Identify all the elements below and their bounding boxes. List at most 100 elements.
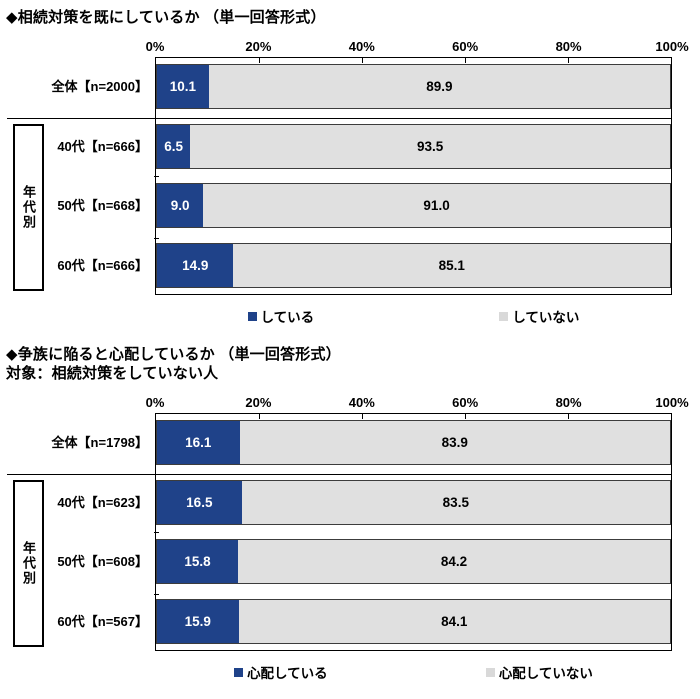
x-axis-tick-label: 20% [245, 395, 272, 410]
axis-tick-mark [362, 414, 363, 419]
value-label-yes: 10.1 [169, 79, 197, 94]
x-axis-tick-label: 100% [655, 39, 689, 54]
axis-tick-mark [465, 414, 466, 419]
bar-row-40s: 40代【n=666】 6.5 93.5 [57, 124, 671, 169]
bar-row-40s: 40代【n=623】 16.5 83.5 [57, 480, 671, 525]
x-axis-tick-label: 80% [555, 39, 582, 54]
legend-item-yes: 心配している [234, 662, 328, 682]
bar-segment-no: 83.9 [239, 421, 670, 464]
bar-track: 9.0 91.0 [156, 183, 671, 228]
value-label-no: 84.2 [440, 554, 468, 569]
x-axis-tick-label: 0% [145, 39, 165, 54]
x-axis-tick-label: 80% [555, 395, 582, 410]
axis-tick-mark [568, 414, 569, 419]
legend-swatch-gray-icon [485, 667, 495, 677]
x-axis-tick-label: 60% [452, 395, 479, 410]
age-group-label: 年代別 [21, 185, 36, 230]
bar-segment-no: 84.1 [238, 600, 670, 643]
chart-subtitle: 対象：相続対策をしていない人 [6, 365, 219, 382]
bar-segment-no: 89.9 [208, 65, 670, 108]
age-group-bracket: 年代別 [13, 480, 44, 647]
bar-segment-yes: 14.9 [157, 244, 234, 287]
bar-segment-no: 83.5 [241, 481, 670, 524]
value-label-yes: 16.5 [186, 495, 213, 510]
bar-track: 6.5 93.5 [156, 124, 671, 169]
value-label-no: 89.9 [426, 79, 453, 94]
value-label-yes: 9.0 [170, 198, 190, 213]
bar-segment-yes: 16.5 [157, 481, 242, 524]
bar-segment-yes: 6.5 [157, 125, 191, 168]
x-axis-tick-label: 0% [145, 395, 165, 410]
value-label-yes: 14.9 [182, 258, 209, 273]
chart-title: ◆相続対策を既にしているか （単一回答形式） [6, 9, 326, 26]
category-label: 60代【n=567】 [57, 614, 148, 629]
axis-tick-mark [259, 58, 260, 63]
age-group-label: 年代別 [21, 541, 36, 586]
legend: している していない [155, 306, 672, 326]
value-label-yes: 15.9 [184, 614, 211, 629]
bar-segment-no: 91.0 [203, 184, 670, 227]
x-axis-tick-label: 20% [245, 39, 272, 54]
axis-tick-mark [568, 58, 569, 63]
bar-row-60s: 60代【n=567】 15.9 84.1 [57, 599, 671, 644]
legend-swatch-blue-icon [234, 667, 244, 677]
value-label-no: 84.1 [441, 614, 468, 629]
legend: 心配している 心配していない [155, 662, 672, 682]
x-axis-tick-label: 60% [452, 39, 479, 54]
category-label: 60代【n=666】 [57, 258, 148, 273]
chart-title: ◆争族に陥ると心配しているか （単一回答形式） [6, 346, 341, 363]
legend-label-no: していない [512, 310, 580, 325]
category-tick-mark [154, 532, 159, 533]
bar-track: 15.9 84.1 [156, 599, 671, 644]
legend-label-yes: している [260, 310, 315, 325]
category-tick-mark [154, 594, 159, 595]
category-tick-mark [154, 176, 159, 177]
plot-area: 年代別 全体【n=2000】 10.1 89.9 40代【n=666】 6.5 … [7, 57, 672, 295]
bar-track: 16.5 83.5 [156, 480, 671, 525]
bar-row-total: 全体【n=1798】 16.1 83.9 [52, 420, 671, 465]
legend-item-no: していない [499, 306, 579, 326]
category-label: 全体【n=2000】 [51, 79, 148, 94]
bar-segment-yes: 9.0 [157, 184, 204, 227]
value-label-no: 93.5 [417, 139, 444, 154]
legend-item-yes: している [247, 306, 315, 326]
group-separator-line [7, 474, 672, 475]
category-label: 50代【n=668】 [57, 198, 148, 213]
legend-label-yes: 心配している [247, 666, 328, 681]
category-label: 50代【n=608】 [57, 554, 148, 569]
bar-segment-no: 84.2 [238, 540, 670, 583]
legend-swatch-blue-icon [247, 311, 257, 321]
axis-tick-mark [259, 414, 260, 419]
chart-inheritance-planning: ◆相続対策を既にしているか （単一回答形式） 0% 20% 40% 60% 80… [0, 8, 700, 326]
legend-label-no: 心配していない [498, 666, 593, 681]
value-label-yes: 16.1 [185, 435, 212, 450]
bar-track: 15.8 84.2 [156, 539, 671, 584]
legend-item-no: 心配していない [485, 662, 593, 682]
value-label-no: 91.0 [423, 198, 450, 213]
category-label: 全体【n=1798】 [51, 435, 148, 450]
bar-segment-yes: 15.9 [157, 600, 239, 643]
bar-row-total: 全体【n=2000】 10.1 89.9 [52, 64, 671, 109]
axis-tick-mark [362, 58, 363, 63]
axis-tick-mark [465, 58, 466, 63]
plot-area: 年代別 全体【n=1798】 16.1 83.9 40代【n=623】 16.5… [7, 413, 672, 651]
x-axis-tick-label: 40% [348, 395, 375, 410]
bar-row-60s: 60代【n=666】 14.9 85.1 [57, 243, 671, 288]
category-label: 40代【n=666】 [57, 139, 148, 154]
bar-segment-no: 85.1 [233, 244, 670, 287]
value-label-no: 83.5 [442, 495, 469, 510]
value-label-no: 85.1 [438, 258, 465, 273]
bar-track: 10.1 89.9 [156, 64, 671, 109]
bar-track: 16.1 83.9 [156, 420, 671, 465]
group-separator-line [7, 118, 672, 119]
chart-family-dispute-worry: ◆争族に陥ると心配しているか （単一回答形式） 対象：相続対策をしていない人 0… [0, 345, 700, 682]
category-tick-mark [154, 238, 159, 239]
value-label-yes: 15.8 [184, 554, 211, 569]
bar-segment-yes: 15.8 [157, 540, 239, 583]
x-axis: 0% 20% 40% 60% 80% 100% [146, 35, 689, 57]
x-axis-tick-label: 100% [655, 395, 689, 410]
age-group-bracket: 年代別 [13, 124, 44, 291]
bar-track: 14.9 85.1 [156, 243, 671, 288]
bar-segment-yes: 16.1 [157, 421, 240, 464]
